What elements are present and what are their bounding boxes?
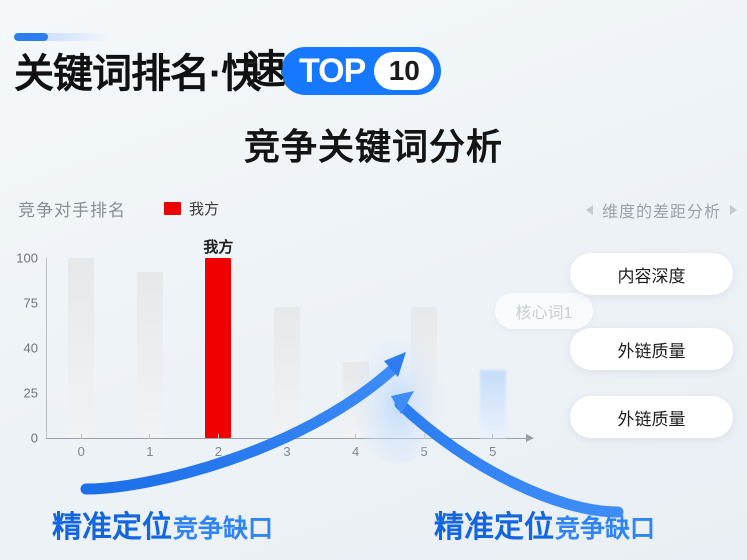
x-axis-tick-mark <box>149 434 151 439</box>
bar-competitor <box>68 258 95 438</box>
x-axis-tick-mark <box>355 434 357 439</box>
x-axis-tick-label: 3 <box>283 444 291 459</box>
page-subtitle: 竞争关键词分析 <box>243 126 503 167</box>
chart-plot-area: 0 1 2 我方 3 4 5 5 <box>47 239 527 459</box>
caption-right: 精准定位 竞争缺口 <box>434 502 655 546</box>
legend-swatch-icon <box>164 202 181 215</box>
triangle-right-icon <box>730 205 737 215</box>
page-title-tail: 速 <box>246 48 286 92</box>
dimension-gap-header-label: 维度的差距分析 <box>601 204 721 221</box>
x-axis-tick-mark <box>492 434 494 439</box>
bar-competitor <box>411 306 438 438</box>
x-axis-tick-label: 4 <box>351 444 360 459</box>
competitor-ranking-chart: 100 75 40 25 0 0 1 2 我方 3 4 5 5 <box>0 239 560 459</box>
bar-highlight-glow <box>479 369 506 438</box>
y-axis-tick: 0 <box>30 430 38 446</box>
dimension-gap-header: 维度的差距分析 <box>585 198 737 222</box>
x-axis-tick-mark <box>217 434 219 439</box>
y-axis-tick: 40 <box>23 340 38 356</box>
y-axis-tick: 100 <box>16 250 38 266</box>
page-title: 关键词排名·快 <box>14 44 261 104</box>
progress-bar-fill <box>14 33 49 41</box>
legend-item-mine: 我方 <box>164 198 219 219</box>
x-axis-tick-mark <box>286 434 288 439</box>
legend-item-label: 我方 <box>189 201 220 218</box>
chart-section-label: 竞争对手排名 <box>18 201 126 220</box>
caption-left: 精准定位 竞争缺口 <box>52 502 273 546</box>
caption-left-tail: 竞争缺口 <box>173 515 274 543</box>
x-axis-tick-label: 2 <box>214 444 223 459</box>
chart-legend: 竞争对手排名 我方 <box>18 196 219 221</box>
x-axis-tick-mark <box>80 434 82 439</box>
ghost-keyword-pill: 核心词1 <box>495 293 593 329</box>
top-rank-number-chip: 10 <box>374 52 435 90</box>
bar-competitor <box>136 272 163 438</box>
dimension-pill[interactable]: 外链质量 <box>570 396 733 438</box>
y-axis-line <box>46 258 47 438</box>
bar-competitor <box>274 306 300 438</box>
x-axis-tick-label: 5 <box>489 444 497 459</box>
bar-competitor <box>342 362 369 438</box>
caption-left-emphasis: 精准定位 <box>52 511 172 544</box>
caption-right-emphasis: 精准定位 <box>434 511 554 544</box>
dimension-pill[interactable]: 外链质量 <box>570 328 733 370</box>
x-axis-tick-label: 5 <box>420 444 428 459</box>
triangle-left-icon <box>585 205 593 215</box>
bar-label-mine: 我方 <box>203 239 234 256</box>
bar-mine <box>205 258 232 438</box>
page-title-text: 关键词排名·快 <box>14 52 261 96</box>
x-axis-tick-mark <box>423 434 425 439</box>
top-rank-badge-label: TOP <box>299 52 366 90</box>
caption-right-tail: 竞争缺口 <box>555 515 656 543</box>
dimension-pill[interactable]: 内容深度 <box>570 253 733 295</box>
top-rank-badge: TOP 10 <box>281 47 442 95</box>
y-axis-tick: 75 <box>23 295 38 311</box>
x-axis-tick-label: 0 <box>77 444 85 459</box>
x-axis-arrow-icon <box>526 433 534 442</box>
top-rank-number: 10 <box>388 55 420 86</box>
progress-bar-decoration <box>14 33 109 41</box>
y-axis: 100 75 40 25 0 <box>0 250 46 446</box>
x-axis-tick-label: 1 <box>146 444 154 459</box>
y-axis-tick: 25 <box>23 385 38 401</box>
